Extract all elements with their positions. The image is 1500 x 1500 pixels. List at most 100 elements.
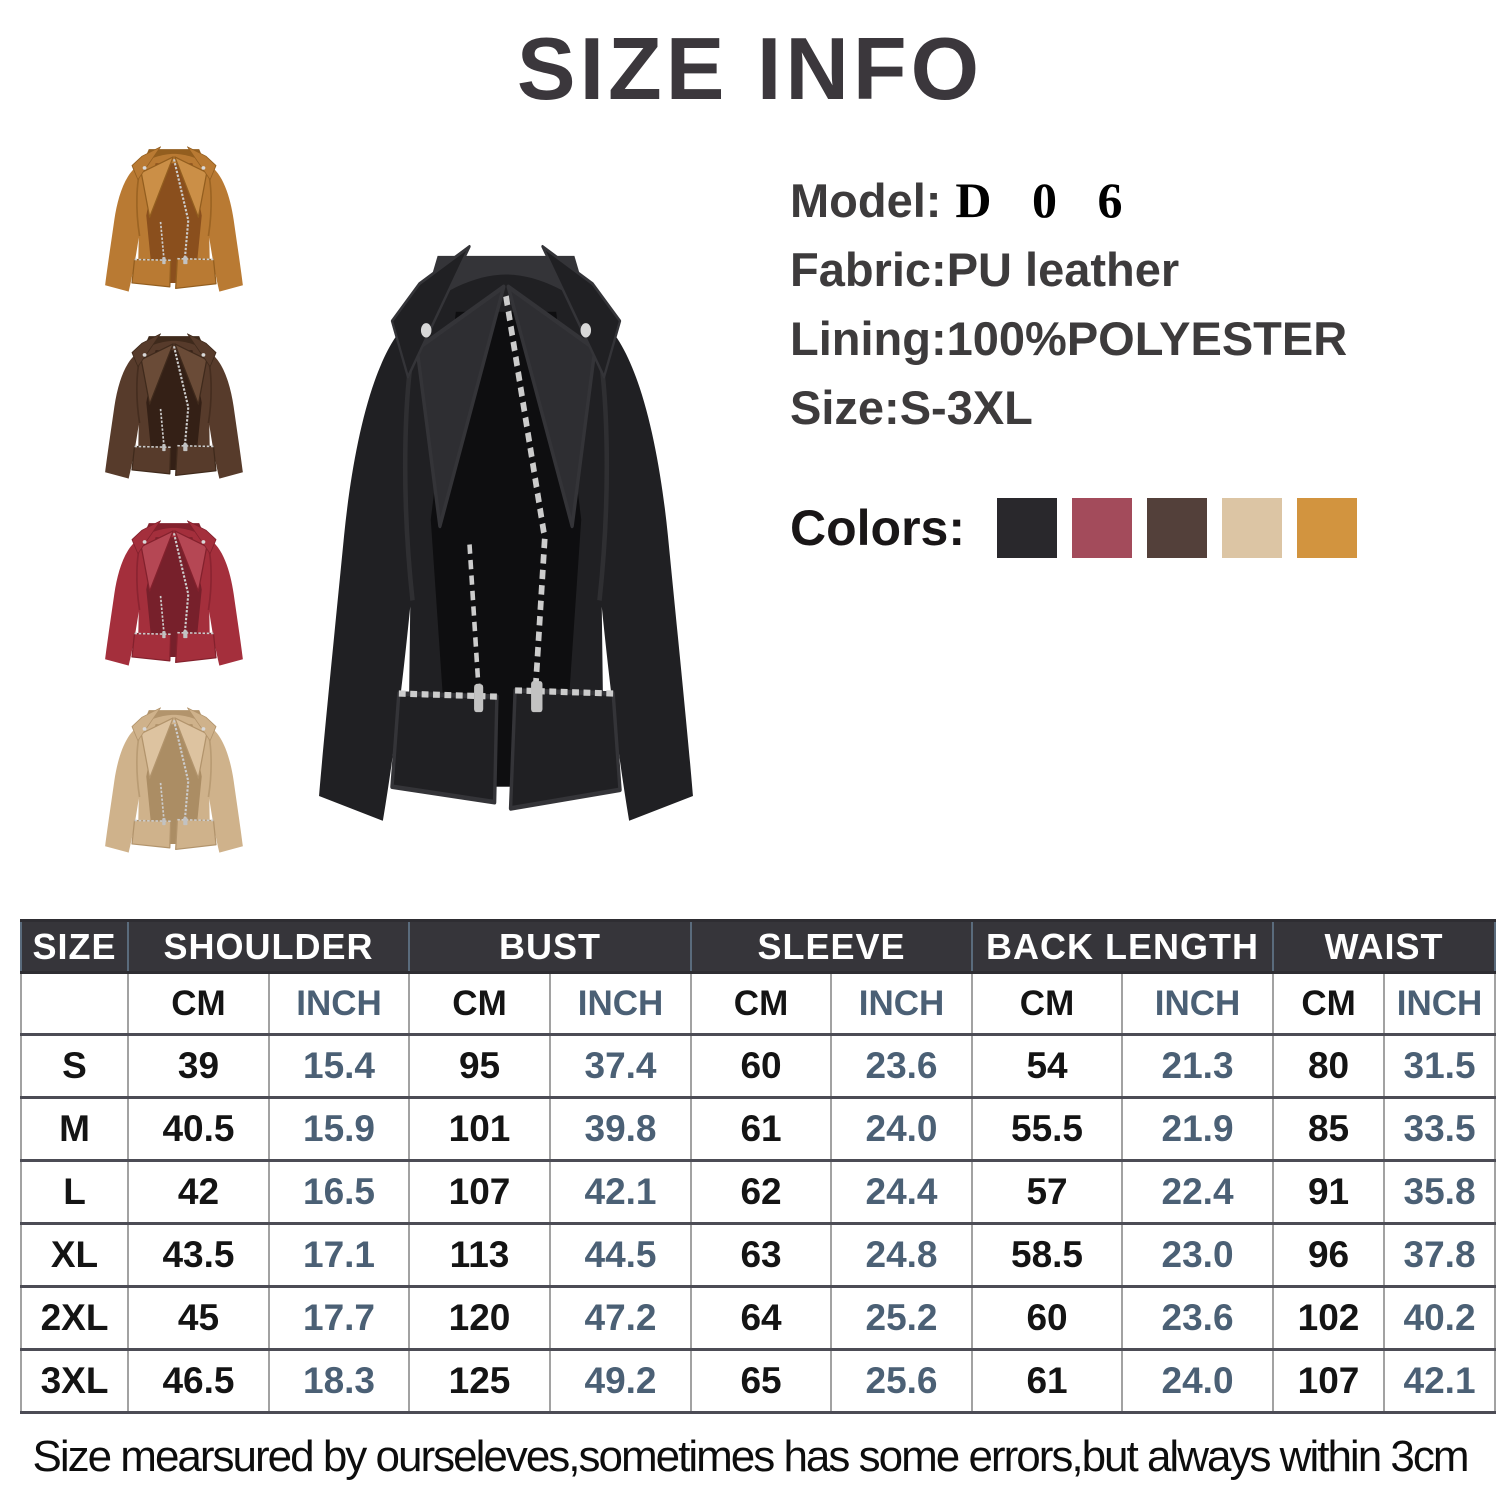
value-cell: 101: [408, 1096, 552, 1162]
unit-cm: CM: [690, 971, 833, 1036]
value-cell: 64: [690, 1285, 833, 1351]
color-swatch-wine-red: [1072, 498, 1132, 558]
color-swatch-camel: [1297, 498, 1357, 558]
size-label: XL: [20, 1222, 129, 1288]
page-title: SIZE INFO: [516, 19, 984, 118]
measurement-disclaimer: Size mearsured by ourseleves,sometimes h…: [32, 1432, 1469, 1481]
table-row-xl: XL 43.5 17.1 113 44.5 63 24.8 58.5 23.0 …: [20, 1222, 1497, 1288]
value-cell: 21.9: [1121, 1096, 1275, 1162]
value-cell: 49.2: [549, 1348, 693, 1414]
colors-label: Colors:: [790, 500, 965, 556]
size-table: SIZE SHOULDER BUST SLEEVE BACK LENGTH WA…: [20, 919, 1497, 1414]
table-row-3xl: 3XL 46.5 18.3 125 49.2 65 25.6 61 24.0 1…: [20, 1348, 1497, 1414]
value-cell: 21.3: [1121, 1033, 1275, 1099]
fabric-line: Fabric:PU leather: [790, 243, 1180, 296]
value-cell: 44.5: [549, 1222, 693, 1288]
colors-row: Colors:: [790, 498, 1372, 558]
value-cell: 91: [1272, 1159, 1386, 1225]
table-unit-row: CM INCH CM INCH CM INCH CM INCH CM INCH: [20, 971, 1497, 1036]
unit-cm: CM: [408, 971, 552, 1036]
value-cell: 57: [971, 1159, 1124, 1225]
table-row-m: M 40.5 15.9 101 39.8 61 24.0 55.5 21.9 8…: [20, 1096, 1497, 1162]
jacket-illustration: [104, 145, 244, 293]
value-cell: 23.0: [1121, 1222, 1275, 1288]
size-label: M: [20, 1096, 129, 1162]
value-cell: 25.2: [830, 1285, 974, 1351]
value-cell: 15.9: [267, 1096, 411, 1162]
table-header-row: SIZE SHOULDER BUST SLEEVE BACK LENGTH WA…: [20, 919, 1497, 974]
value-cell: 42.1: [1383, 1348, 1497, 1414]
value-cell: 42.1: [549, 1159, 693, 1225]
unit-cm: CM: [127, 971, 270, 1036]
table-row-s: S 39 15.4 95 37.4 60 23.6 54 21.3 80 31.…: [20, 1033, 1497, 1099]
table-row-l: L 42 16.5 107 42.1 62 24.4 57 22.4 91 35…: [20, 1159, 1497, 1225]
product-info: Model: D 0 6 Fabric:PU leather Lining:100…: [790, 166, 1347, 442]
value-cell: 33.5: [1383, 1096, 1497, 1162]
jacket-illustration: [104, 332, 244, 480]
value-cell: 24.0: [1121, 1348, 1275, 1414]
value-cell: 120: [408, 1285, 552, 1351]
value-cell: 96: [1272, 1222, 1386, 1288]
value-cell: 17.1: [267, 1222, 411, 1288]
value-cell: 23.6: [830, 1033, 974, 1099]
value-cell: 43.5: [127, 1222, 270, 1288]
col-group-bust: BUST: [408, 919, 693, 974]
value-cell: 31.5: [1383, 1033, 1497, 1099]
color-swatch-coffee: [1147, 498, 1207, 558]
value-cell: 47.2: [549, 1285, 693, 1351]
thumbnail-jacket-camel: [90, 128, 258, 308]
jacket-illustration: [104, 706, 244, 854]
value-cell: 60: [971, 1285, 1124, 1351]
value-cell: 85: [1272, 1096, 1386, 1162]
value-cell: 55.5: [971, 1096, 1124, 1162]
size-label: 3XL: [20, 1348, 129, 1414]
value-cell: 15.4: [267, 1033, 411, 1099]
unit-inch: INCH: [267, 971, 411, 1036]
jacket-illustration: [104, 519, 244, 667]
col-group-sleeve: SLEEVE: [690, 919, 974, 974]
value-cell: 62: [690, 1159, 833, 1225]
model-value: D 0 6: [955, 172, 1137, 228]
value-cell: 39.8: [549, 1096, 693, 1162]
unit-inch: INCH: [549, 971, 693, 1036]
unit-inch: INCH: [830, 971, 974, 1036]
value-cell: 23.6: [1121, 1285, 1275, 1351]
value-cell: 54: [971, 1033, 1124, 1099]
size-label: S: [20, 1033, 129, 1099]
value-cell: 17.7: [267, 1285, 411, 1351]
value-cell: 22.4: [1121, 1159, 1275, 1225]
unit-inch: INCH: [1121, 971, 1275, 1036]
col-group-waist: WAIST: [1272, 919, 1497, 974]
color-swatch-beige: [1222, 498, 1282, 558]
value-cell: 61: [971, 1348, 1124, 1414]
value-cell: 39: [127, 1033, 270, 1099]
value-cell: 60: [690, 1033, 833, 1099]
table-row-2xl: 2XL 45 17.7 120 47.2 64 25.2 60 23.6 102…: [20, 1285, 1497, 1351]
unit-cm: CM: [971, 971, 1124, 1036]
value-cell: 107: [408, 1159, 552, 1225]
value-cell: 125: [408, 1348, 552, 1414]
thumbnail-jacket-red: [90, 502, 258, 682]
value-cell: 65: [690, 1348, 833, 1414]
model-label: Model:: [790, 174, 942, 227]
main-product-image-black-jacket: [278, 172, 734, 886]
col-group-size: SIZE: [20, 919, 129, 974]
model-line: Model: D 0 6: [790, 166, 1347, 235]
value-cell: 95: [408, 1033, 552, 1099]
unit-inch: INCH: [1383, 971, 1497, 1036]
lining-line: Lining:100%POLYESTER: [790, 312, 1348, 365]
value-cell: 63: [690, 1222, 833, 1288]
value-cell: 24.8: [830, 1222, 974, 1288]
value-cell: 25.6: [830, 1348, 974, 1414]
color-thumbnails: [90, 128, 258, 869]
size-label: L: [20, 1159, 129, 1225]
value-cell: 113: [408, 1222, 552, 1288]
value-cell: 18.3: [267, 1348, 411, 1414]
value-cell: 58.5: [971, 1222, 1124, 1288]
value-cell: 80: [1272, 1033, 1386, 1099]
col-group-shoulder: SHOULDER: [126, 919, 411, 974]
value-cell: 61: [690, 1096, 833, 1162]
size-range-line: Size:S-3XL: [790, 381, 1033, 434]
value-cell: 42: [127, 1159, 270, 1225]
